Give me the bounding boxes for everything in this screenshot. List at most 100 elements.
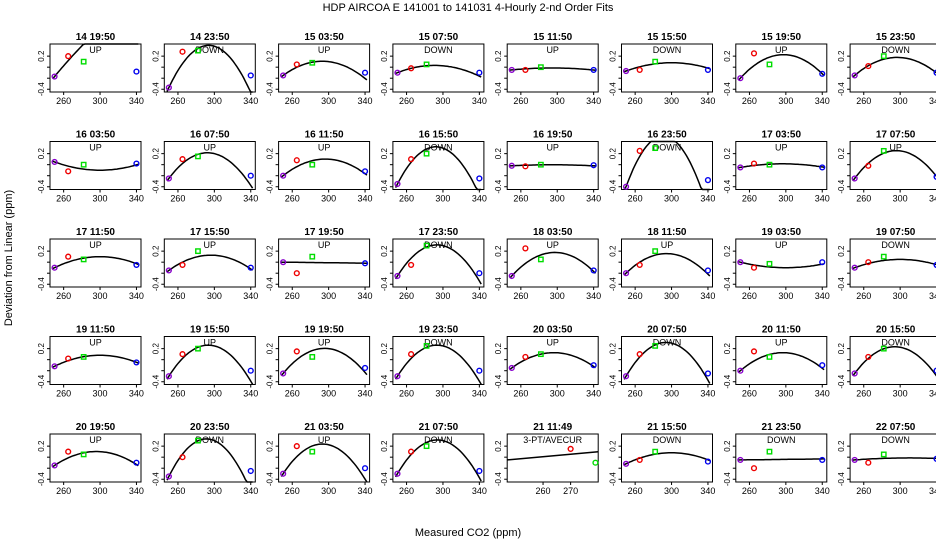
data-point: [880, 345, 887, 352]
data-point: [408, 156, 415, 163]
data-point: [309, 253, 316, 260]
x-tick-label: 340: [815, 194, 830, 204]
panel-frame: [621, 43, 713, 93]
y-tick-label: -0.4: [266, 179, 275, 193]
data-point: [880, 253, 887, 260]
data-point: [476, 367, 483, 374]
panel-title: 16 19:50: [533, 130, 573, 141]
data-point: [652, 448, 659, 455]
data-point: [394, 272, 401, 280]
y-tick-label: -0.4: [609, 277, 618, 291]
panel-frame: [163, 43, 256, 93]
data-point: [179, 454, 186, 461]
data-point: [293, 157, 300, 164]
y-tick-label: -0.4: [837, 82, 846, 96]
fit-curve: [509, 67, 596, 71]
panel: 18 03:50 UP 0.2 -0.4 260 300 340: [494, 227, 601, 301]
panel-frame: [506, 43, 599, 93]
panel-frame: [735, 238, 828, 288]
panel-title: 17 23:50: [419, 227, 459, 238]
x-tick-label: 260: [399, 194, 414, 204]
x-tick-label: 300: [207, 96, 222, 106]
y-tick-label: 0.2: [609, 343, 618, 355]
data-point: [522, 353, 529, 361]
y-tick-label: 0.2: [494, 343, 503, 355]
panel-mode-label: DOWN: [881, 45, 910, 55]
data-point: [737, 164, 744, 171]
fit-curve: [738, 260, 825, 269]
data-point: [567, 445, 574, 452]
panel: 19 19:50 UP 0.2 -0.4 260 300 340: [266, 325, 373, 399]
data-point: [165, 473, 172, 480]
y-tick-label: 0.2: [609, 50, 618, 62]
data-point: [819, 70, 826, 77]
panel: 22 07:50 DOWN 0.2 -0.4 260 300 340: [837, 422, 936, 496]
panel-title: 19 19:50: [304, 325, 344, 336]
data-point: [766, 448, 773, 455]
panel-title: 22 07:50: [876, 422, 916, 433]
panel: 18 11:50 UP 0.2 -0.4 260 300 340: [609, 227, 716, 301]
x-tick-label: 260: [399, 486, 414, 496]
panel-frame: [392, 336, 485, 385]
panel-mode-label: UP: [318, 435, 331, 445]
fit-curve: [623, 341, 711, 384]
y-tick-label: 0.2: [380, 50, 389, 62]
x-tick-label: 340: [815, 96, 830, 106]
panel-mode-label: UP: [775, 240, 788, 250]
data-point: [652, 145, 659, 152]
panel: 16 23:50 DOWN 0.2 -0.4 260 300 340: [609, 130, 716, 204]
y-tick-label: -0.4: [837, 472, 846, 486]
x-tick-label: 260: [285, 389, 300, 399]
data-point: [51, 158, 58, 166]
y-tick-label: 0.2: [151, 440, 160, 452]
panel-title: 20 15:50: [876, 325, 916, 336]
data-point: [65, 448, 72, 455]
data-point: [423, 443, 430, 450]
x-tick-label: 300: [321, 291, 336, 301]
data-point: [165, 175, 172, 182]
panel-mode-label: DOWN: [881, 338, 910, 348]
x-tick-label: 300: [321, 389, 336, 399]
y-tick-label: -0.4: [380, 277, 389, 291]
data-point: [394, 470, 401, 477]
panel-frame: [163, 336, 256, 385]
y-tick-label: -0.4: [380, 472, 389, 486]
y-tick-label: 0.2: [609, 148, 618, 160]
panel-title: 20 23:50: [190, 422, 230, 433]
panel-frame: [849, 238, 936, 288]
data-point: [636, 66, 643, 74]
x-tick-label: 340: [700, 389, 715, 399]
x-tick-label: 300: [893, 389, 908, 399]
data-point: [933, 455, 936, 462]
data-point: [537, 64, 544, 71]
fit-curve: [166, 152, 254, 189]
data-point: [51, 363, 58, 370]
data-point: [622, 67, 630, 75]
fit-curve: [52, 160, 139, 171]
y-tick-label: 0.2: [37, 440, 46, 452]
y-tick-label: -0.4: [151, 277, 160, 291]
x-tick-label: 340: [472, 291, 487, 301]
panel-title: 17 11:50: [76, 227, 115, 238]
panel-frame: [621, 238, 713, 288]
data-point: [423, 242, 430, 249]
fit-curve: [52, 450, 139, 468]
x-tick-label: 340: [815, 291, 830, 301]
x-tick-label: 260: [742, 291, 757, 301]
panel: 15 23:50 DOWN 0.2 -0.4 260 300 340: [837, 32, 936, 106]
y-tick-label: -0.4: [151, 472, 160, 486]
x-tick-label: 260: [170, 194, 185, 204]
panel-mode-label: DOWN: [881, 435, 910, 445]
panel-mode-label: UP: [775, 45, 788, 55]
y-tick-label: 0.2: [151, 245, 160, 257]
data-point: [80, 451, 87, 458]
data-point: [423, 61, 430, 68]
panel-frame: [392, 141, 485, 190]
data-point: [522, 245, 529, 252]
x-tick-label: 300: [778, 291, 793, 301]
x-tick-label: 340: [700, 291, 715, 301]
panel-mode-label: UP: [661, 240, 674, 250]
data-point: [766, 260, 773, 267]
